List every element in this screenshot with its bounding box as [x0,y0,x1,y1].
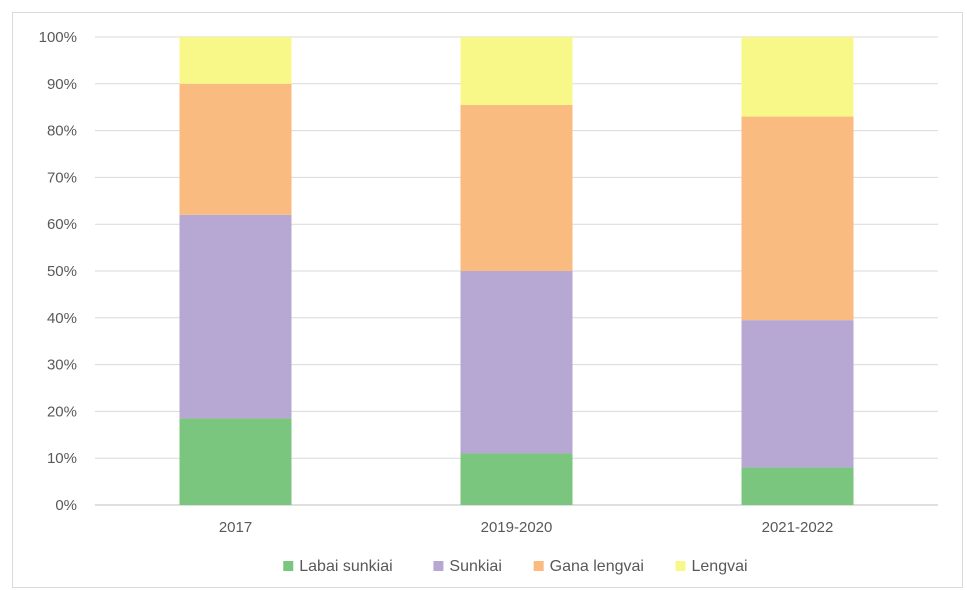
bar-segment [741,320,854,468]
bar-segment [460,271,573,454]
legend-label: Gana lengvai [550,558,644,575]
bar-segment [460,37,573,105]
legend-label: Lengvai [692,558,748,575]
y-tick-label: 40% [47,310,77,327]
bar-segment [179,418,292,505]
bar-segment [179,37,292,84]
y-tick-label: 100% [39,29,77,46]
y-tick-label: 20% [47,403,77,420]
y-tick-label: 30% [47,357,77,374]
legend-swatch [675,561,686,571]
y-tick-label: 70% [47,169,77,186]
bar-segment [741,116,854,321]
x-axis-ticks: 2017 2019-2020 2021-2022 [219,519,834,536]
bar-segment [741,37,854,117]
x-tick-label: 2017 [219,519,252,536]
legend-swatch [283,561,294,571]
bar-segment [460,453,573,505]
y-axis-ticks: 0% 10% 20% 30% 40% 50% 60% 70% 80% 90% 100% [39,29,77,514]
bar-segment [179,83,292,215]
legend: Labai sunkiai Sunkiai Gana lengvai Lengvai [283,558,748,575]
x-tick-label: 2019-2020 [481,519,553,536]
y-tick-label: 80% [47,123,77,140]
bar-segment [460,104,573,271]
legend-label: Labai sunkiai [299,558,392,575]
y-tick-label: 60% [47,216,77,233]
x-tick-label: 2021-2022 [762,519,834,536]
y-tick-label: 10% [47,450,77,467]
y-tick-label: 0% [55,497,77,514]
bars [179,37,854,505]
bar-segment [179,214,292,419]
bar-segment [741,467,854,505]
legend-label: Sunkiai [449,558,501,575]
y-tick-label: 50% [47,263,77,280]
legend-swatch [433,561,444,571]
y-tick-label: 90% [47,76,77,93]
legend-swatch [533,561,544,571]
